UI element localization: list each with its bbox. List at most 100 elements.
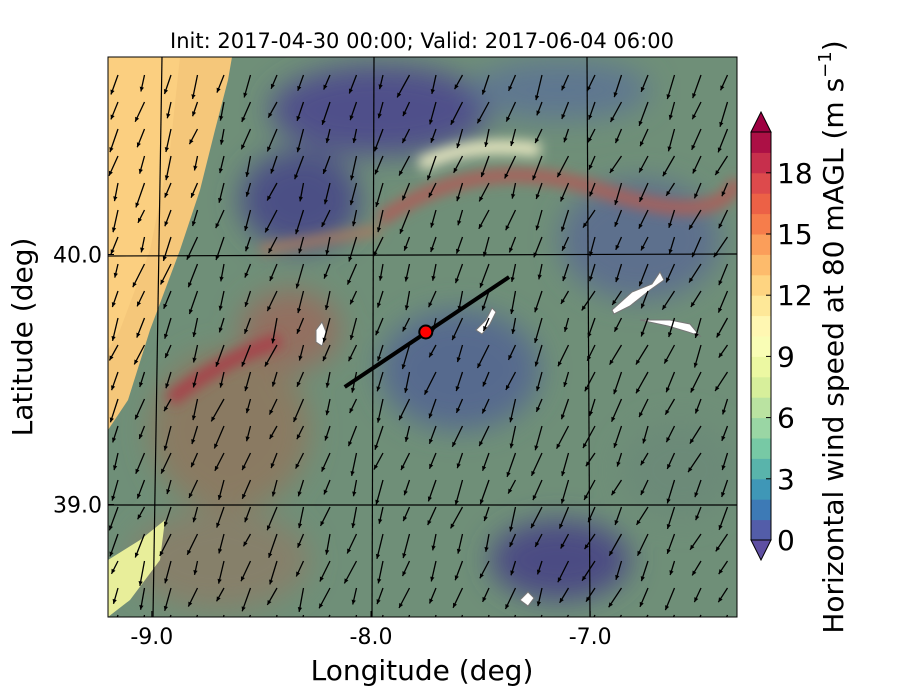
wind-arrow xyxy=(715,533,729,552)
wind-arrow xyxy=(135,182,146,208)
wind-arrow xyxy=(402,317,411,332)
wind-arrow xyxy=(219,128,225,145)
coastal-ocean-high-wind xyxy=(108,57,180,350)
wind-arrow xyxy=(349,398,358,414)
wind-arrow xyxy=(535,182,543,200)
wind-arrow xyxy=(560,182,570,202)
wind-arrow xyxy=(609,155,623,174)
wind-arrow xyxy=(714,371,729,392)
wind-arrow xyxy=(297,479,305,497)
wind-arrow xyxy=(719,101,729,127)
wind-arrow xyxy=(478,209,490,230)
wind-arrow xyxy=(323,479,331,495)
wind-arrow xyxy=(132,263,146,288)
wind-arrow xyxy=(297,533,305,548)
wind-arrow xyxy=(190,182,199,198)
wind-arrow xyxy=(721,398,729,415)
wind-arrow xyxy=(478,425,490,447)
wind-arrow xyxy=(109,128,119,153)
wind-arrow xyxy=(240,560,252,582)
wind-arrow xyxy=(426,155,437,181)
wind-arrow xyxy=(638,263,649,287)
wind-arrow xyxy=(298,236,305,254)
wind-arrow xyxy=(536,587,543,607)
wind-arrow xyxy=(192,317,199,338)
colorbar-level xyxy=(751,397,771,419)
colorbar-level xyxy=(751,295,771,317)
low-wind-area xyxy=(380,310,540,430)
wind-arrow xyxy=(609,101,623,123)
wind-arrow xyxy=(111,290,119,308)
colorbar-level xyxy=(751,417,771,439)
wind-arrow xyxy=(430,128,437,143)
wind-arrow xyxy=(721,479,729,498)
wind-arrow xyxy=(245,398,252,414)
wind-arrow xyxy=(510,128,517,147)
wind-arrow xyxy=(693,587,702,603)
wind-arrow xyxy=(663,344,676,364)
colorbar-tick-label: 15 xyxy=(777,218,813,251)
reservoir xyxy=(639,319,702,338)
wind-arrow xyxy=(269,263,278,282)
wind-arrow xyxy=(530,506,543,529)
wind-arrow xyxy=(134,101,146,123)
wind-arrow xyxy=(456,182,464,202)
wind-arrow xyxy=(241,479,252,500)
wind-arrow xyxy=(376,209,384,233)
wind-arrow xyxy=(669,560,676,576)
colorbar-level xyxy=(751,254,771,276)
wind-arrow xyxy=(614,128,623,144)
wind-arrow xyxy=(298,344,305,361)
wind-arrow xyxy=(662,155,676,177)
wind-arrow xyxy=(478,182,490,202)
wind-arrow xyxy=(324,533,331,555)
colorbar-tick-label: 12 xyxy=(777,279,813,312)
wind-arrow xyxy=(640,479,649,496)
wind-arrow xyxy=(587,128,596,143)
wind-arrow xyxy=(218,290,225,311)
wind-arrow xyxy=(217,533,225,554)
wind-arrow xyxy=(455,236,464,254)
wind-arrow xyxy=(666,452,676,470)
wind-arrow xyxy=(688,209,702,230)
wind-arrow xyxy=(725,614,729,617)
wind-arrow xyxy=(319,506,331,527)
wind-arrow xyxy=(461,614,464,617)
wind-arrow xyxy=(514,614,517,617)
wind-arrow xyxy=(351,587,358,605)
wind-arrow xyxy=(348,74,358,94)
wind-arrow xyxy=(640,74,649,93)
wind-arrow xyxy=(244,506,252,523)
wind-arrow xyxy=(163,398,172,412)
wind-arrow xyxy=(608,587,623,608)
wind-arrow xyxy=(640,317,649,337)
wind-arrow xyxy=(563,128,570,143)
wind-arrow xyxy=(323,263,331,279)
wind-arrow xyxy=(190,452,199,468)
wind-arrow xyxy=(376,371,384,392)
wind-arrow xyxy=(537,263,543,280)
wind-arrow xyxy=(271,317,278,344)
wind-arrow xyxy=(452,587,464,609)
low-wind-area xyxy=(270,65,490,155)
wind-arrow xyxy=(588,101,596,120)
wind-arrow xyxy=(510,263,517,282)
high-wind-ridge xyxy=(416,140,541,172)
wind-arrow xyxy=(484,128,490,148)
wind-arrow xyxy=(608,533,623,557)
wind-arrow xyxy=(428,101,437,125)
wind-arrow xyxy=(635,344,649,365)
wind-arrow xyxy=(507,74,517,92)
wind-arrow xyxy=(560,209,570,232)
wind-arrow xyxy=(374,155,384,175)
wind-arrow xyxy=(689,533,702,551)
colorbar-frame xyxy=(750,131,772,541)
mid-wind-area xyxy=(620,420,737,520)
wind-arrow xyxy=(245,155,252,177)
wind-arrow xyxy=(350,452,358,476)
wind-arrow xyxy=(268,398,278,415)
wind-arrow xyxy=(481,290,490,311)
wind-arrow xyxy=(428,344,437,358)
wind-arrow xyxy=(160,452,172,474)
graticule xyxy=(108,57,737,617)
